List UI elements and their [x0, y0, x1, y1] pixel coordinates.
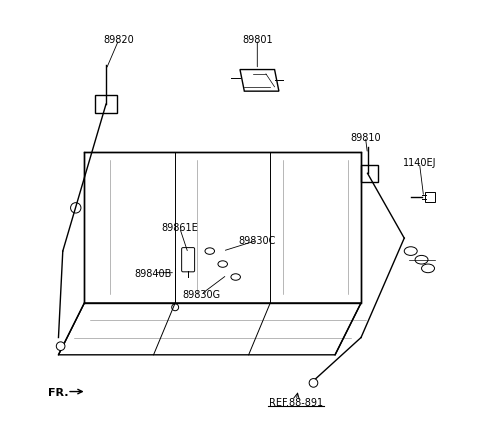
- Text: 89810: 89810: [350, 132, 381, 142]
- Text: FR.: FR.: [48, 387, 68, 397]
- Text: 89820: 89820: [104, 35, 134, 45]
- Text: 1140EJ: 1140EJ: [403, 158, 436, 168]
- Circle shape: [309, 379, 318, 387]
- Text: 89840B: 89840B: [135, 268, 172, 278]
- Text: 89801: 89801: [242, 35, 273, 45]
- Circle shape: [56, 342, 65, 351]
- Text: 89830G: 89830G: [182, 289, 220, 299]
- Text: REF.88-891: REF.88-891: [269, 398, 323, 408]
- Text: 89830C: 89830C: [239, 236, 276, 246]
- Text: 89861E: 89861E: [161, 223, 198, 233]
